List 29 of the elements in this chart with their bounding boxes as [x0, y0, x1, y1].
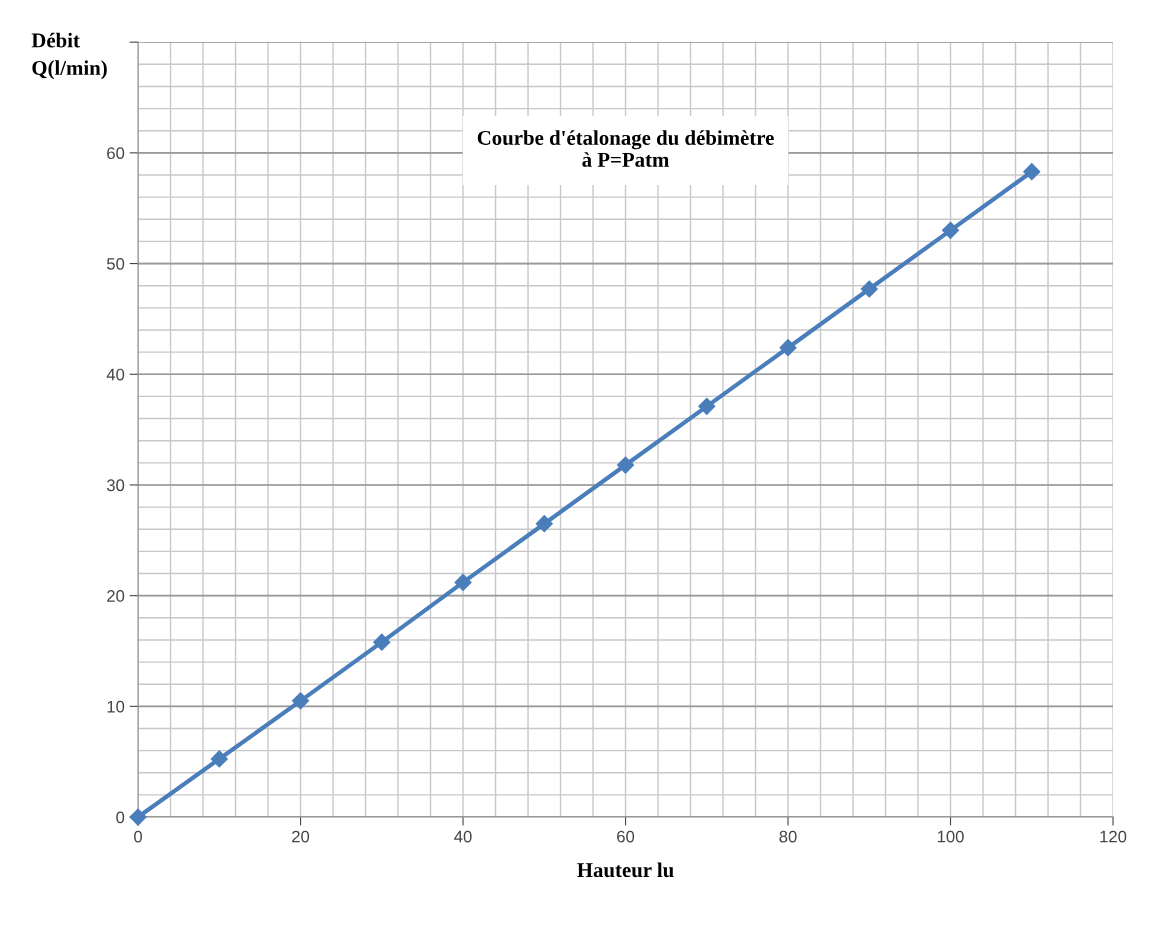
y-tick-label: 40 [106, 368, 125, 381]
y-tick-label: 60 [107, 147, 125, 160]
y-tick-label: 0 [116, 811, 125, 824]
point [698, 397, 716, 415]
x-tick-label: 0 [134, 830, 143, 843]
x-tick-label: 120 [1100, 830, 1127, 843]
y-tick-label: 10 [107, 700, 125, 713]
x-tick-label: 20 [292, 830, 310, 843]
x-axis-title: Hauteur lu [577, 862, 674, 878]
point [779, 339, 797, 357]
point [373, 633, 391, 651]
point [210, 750, 228, 768]
y-tick-label: 50 [106, 257, 125, 270]
x-tick-label: 80 [779, 830, 797, 843]
point [535, 515, 553, 533]
point [291, 692, 310, 710]
y-axis-title: Débit Q(l/min) [31, 32, 107, 80]
point [454, 573, 472, 591]
point [616, 456, 635, 474]
x-tick-label: 100 [937, 830, 964, 843]
point [129, 808, 147, 826]
point [1023, 163, 1041, 181]
point [860, 280, 878, 298]
text: Courbe d'étalonage du débimètre à P=Patm [477, 130, 774, 167]
point [941, 221, 960, 239]
y-tick-label: 20 [107, 590, 125, 602]
x-tick-label: 60 [617, 830, 635, 843]
x-tick-label: 40 [454, 830, 472, 843]
y-tick-label: 30 [106, 479, 125, 492]
